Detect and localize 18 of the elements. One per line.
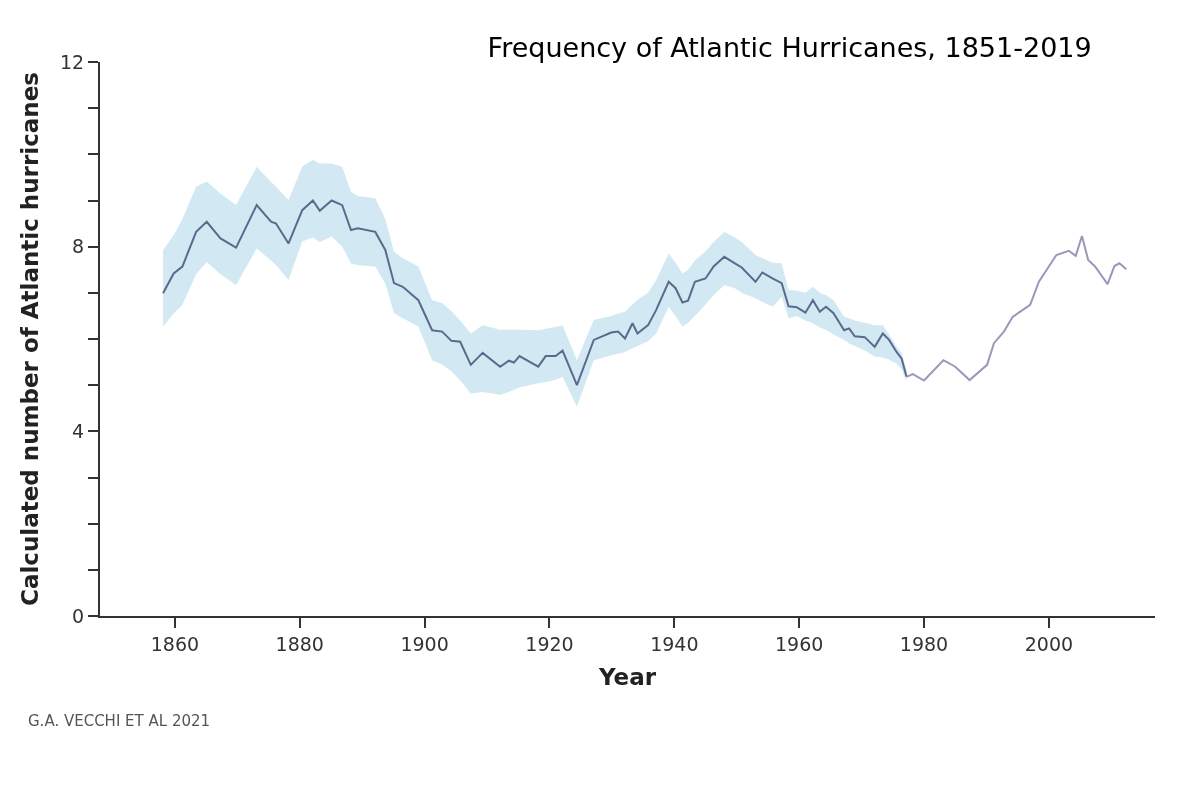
x-tick-label: 1900 xyxy=(400,632,449,655)
line-series xyxy=(905,235,1128,382)
chart-title: Frequency of Atlantic Hurricanes, 1851-2019 xyxy=(487,32,1092,64)
line-series xyxy=(162,199,908,387)
y-tick-label: 4 xyxy=(72,419,85,442)
x-tick-label: 1980 xyxy=(899,632,949,655)
y-tick-label: 0 xyxy=(72,604,85,627)
y-axis-title: Calculated number of Atlantic hurricanes xyxy=(16,72,43,606)
x-tick-label: 1920 xyxy=(525,632,574,655)
x-tick-label: 2000 xyxy=(1024,632,1074,655)
x-tick-label: 1940 xyxy=(650,632,699,655)
x-tick-label: 1860 xyxy=(150,632,200,655)
x-tick-label: 1880 xyxy=(275,632,324,655)
x-tick-label: 1960 xyxy=(774,632,824,655)
x-axis-title: Year xyxy=(597,663,657,690)
y-tick-label: 8 xyxy=(72,235,85,258)
y-tick-label: 12 xyxy=(60,50,85,73)
text: G.A. VECCHI ET AL 2021 xyxy=(28,712,211,730)
